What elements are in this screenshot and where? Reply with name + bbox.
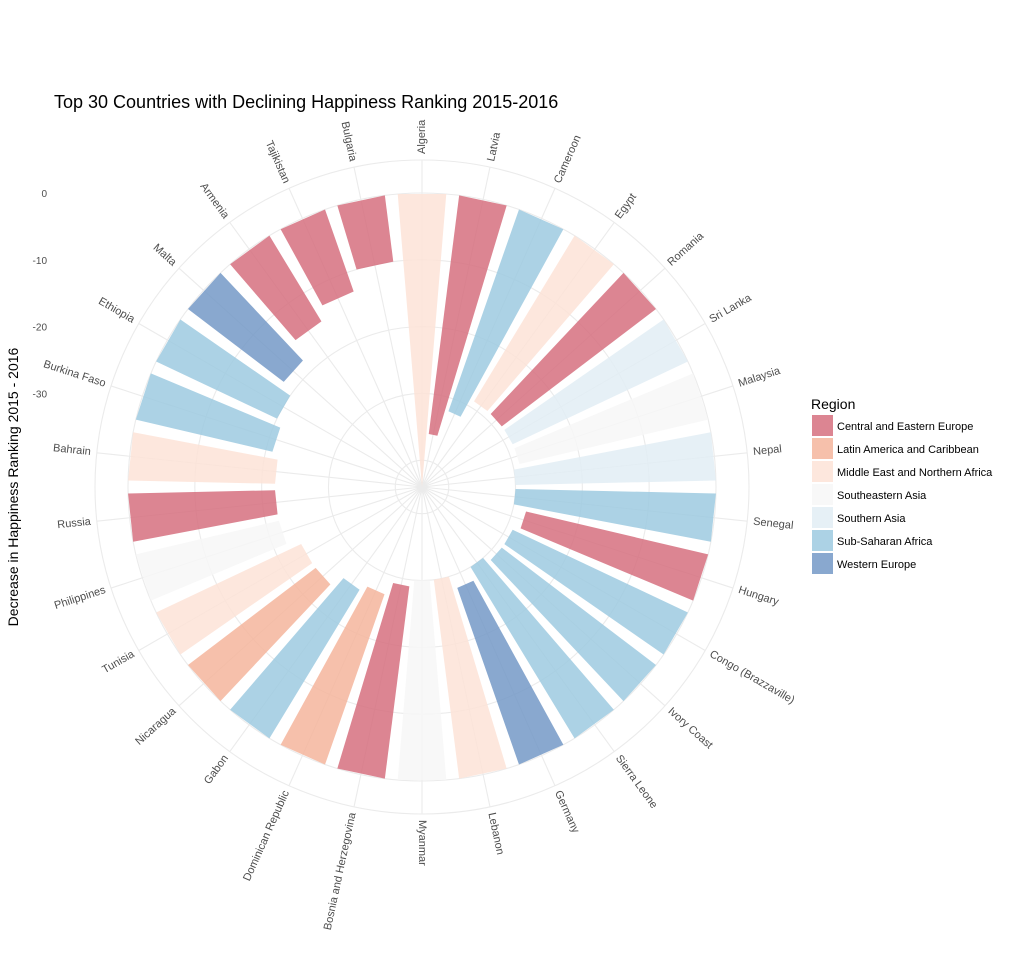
x-tick-label: Myanmar (416, 820, 428, 866)
bar-senegal (513, 489, 716, 542)
bar-tunisia (156, 544, 313, 655)
x-tick-label: Sierra Leone (613, 753, 660, 811)
bar-malaysia (514, 373, 709, 465)
bar-myanmar (397, 580, 447, 780)
x-tick-label: Armenia (197, 181, 231, 222)
bar-tajikistan (280, 209, 354, 306)
legend-label: Middle East and Northern Africa (837, 467, 993, 479)
legend: Region Central and Eastern Europe Latin A… (811, 396, 993, 574)
x-tick-label: Cameroon (552, 133, 584, 185)
bar-romania (490, 272, 656, 427)
bar-hungary (520, 511, 709, 601)
x-tick-label: Latvia (485, 130, 503, 162)
y-tick-label: -20 (33, 323, 48, 334)
y-axis-label: Decrease in Happiness Ranking 2015 - 201… (5, 347, 21, 626)
x-tick-label: Bosnia and Herzegovina (322, 811, 359, 932)
x-tick-label: Ivory Coast (666, 705, 715, 751)
bar-armenia (230, 235, 322, 341)
x-tick-label: Gabon (202, 753, 231, 787)
bar-bulgaria (337, 195, 394, 270)
bar-malta (188, 272, 303, 382)
x-tick-label: Malta (151, 242, 180, 270)
bar-algeria (397, 194, 447, 487)
bar-lebanon (433, 576, 507, 779)
bar-dominican-republic (280, 586, 385, 765)
bar-bahrain (128, 432, 278, 484)
bar-sri-lanka (504, 319, 688, 445)
bar-ethiopia (156, 319, 291, 419)
x-tick-label: Lebanon (485, 811, 506, 855)
bars (128, 194, 716, 780)
y-tick-label: -30 (33, 389, 48, 400)
bar-congo-brazzaville- (504, 529, 688, 655)
y-tick-label: 0 (41, 189, 47, 200)
legend-swatch (812, 415, 833, 436)
x-tick-label: Tunisia (100, 648, 137, 676)
y-ticks: 0 -10 -20 -30 (33, 189, 48, 400)
x-tick-label: Ethiopia (96, 295, 137, 326)
legend-label: Central and Eastern Europe (837, 421, 973, 433)
bar-nepal (513, 432, 716, 485)
bar-ivory-coast (490, 547, 656, 702)
x-tick-label: Nepal (753, 443, 783, 458)
x-tick-label: Hungary (737, 584, 781, 608)
x-tick-label: Germany (552, 789, 582, 836)
bar-egypt (474, 235, 614, 412)
legend-label: Latin America and Caribbean (837, 444, 979, 456)
legend-swatch (812, 530, 833, 551)
x-tick-label: Tajikistan (263, 139, 292, 185)
x-tick-label: Philippines (53, 584, 108, 612)
x-tick-label: Malaysia (737, 365, 783, 390)
legend-title: Region (811, 396, 855, 412)
bar-latvia (428, 195, 507, 436)
chart-title: Top 30 Countries with Declining Happines… (54, 92, 558, 112)
legend-label: Southern Asia (837, 513, 906, 525)
x-tick-label: Burkina Faso (42, 358, 107, 389)
legend-label: Western Europe (837, 559, 916, 571)
bar-gabon (230, 578, 360, 739)
x-tick-label: Nicaragua (133, 705, 179, 748)
bar-philippines (135, 520, 287, 601)
x-tick-label: Russia (57, 516, 93, 532)
legend-swatch (812, 461, 833, 482)
x-tick-label: Senegal (753, 516, 794, 532)
legend-swatch (812, 484, 833, 505)
legend-swatch (812, 507, 833, 528)
x-tick-label: Bahrain (52, 442, 91, 458)
bar-bosnia-and-herzegovina (337, 582, 410, 779)
x-tick-label: Egypt (613, 191, 639, 221)
bar-nicaragua (188, 567, 331, 702)
x-tick-label: Algeria (416, 119, 428, 154)
x-tick-label: Congo (Brazzaville) (707, 648, 796, 706)
x-tick-label: Romania (665, 230, 706, 269)
bar-germany (457, 580, 564, 765)
legend-label: Sub-Saharan Africa (837, 536, 933, 548)
y-tick-label: -10 (33, 256, 48, 267)
x-tick-label: Dominican Republic (241, 788, 292, 883)
bar-sierra-leone (470, 557, 614, 739)
legend-label: Southeastern Asia (837, 490, 927, 502)
x-tick-label: Sri Lanka (707, 292, 754, 326)
bar-russia (128, 490, 278, 542)
bar-burkina-faso (135, 373, 281, 452)
legend-swatch (812, 553, 833, 574)
x-tick-label: Bulgaria (339, 121, 359, 164)
legend-swatch (812, 438, 833, 459)
bar-cameroon (448, 209, 564, 417)
